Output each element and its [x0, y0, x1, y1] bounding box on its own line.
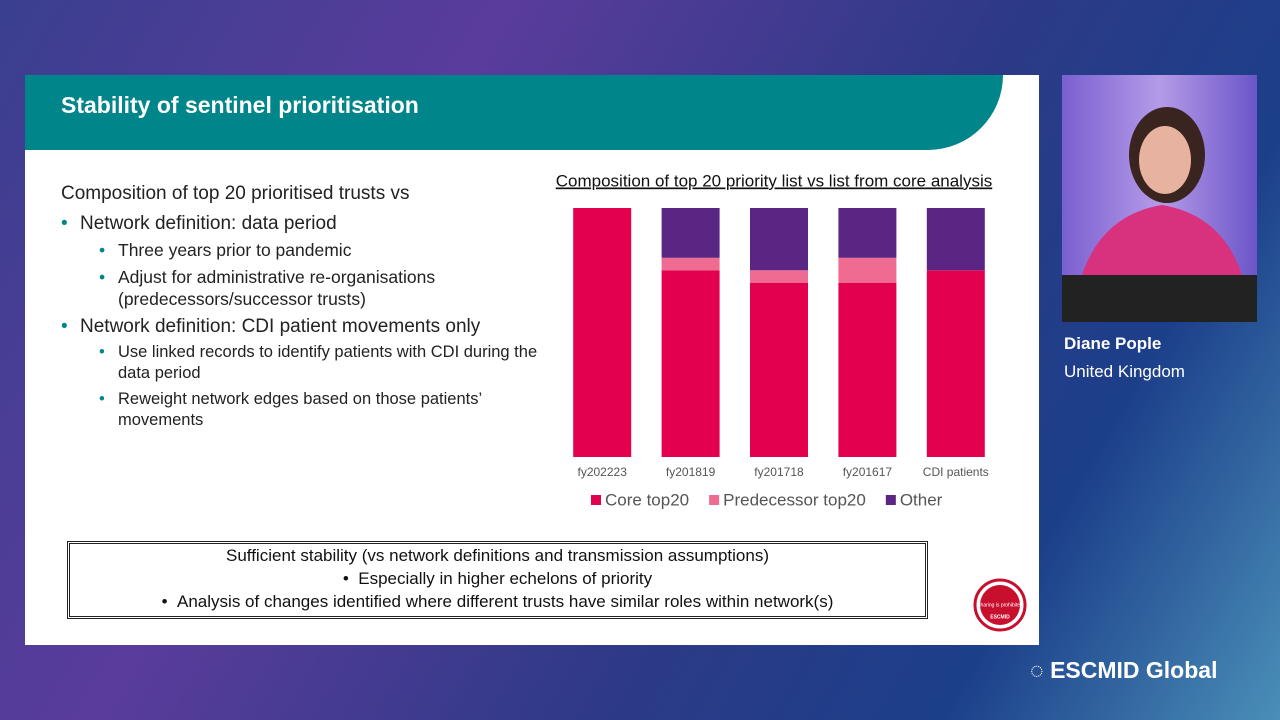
box-line: • Analysis of changes identified where d… — [161, 592, 834, 611]
sub-bullet: Reweight network edges based on those pa… — [99, 389, 548, 431]
legend-label: Core top20 — [605, 490, 689, 509]
sub-bullet: Adjust for administrative re-organisatio… — [99, 266, 548, 310]
box-line: Sufficient stability (vs network definit… — [226, 546, 769, 565]
chart: Composition of top 20 priority list vs l… — [556, 171, 993, 509]
legend-label: Other — [900, 490, 943, 509]
legend-swatch — [709, 495, 720, 505]
speaker-name: Diane Pople — [1064, 334, 1162, 353]
intro: Composition of top 20 prioritised trusts… — [61, 183, 410, 204]
sub-bullet: Use linked records to identify patients … — [99, 342, 548, 384]
x-tick-label: fy201819 — [666, 465, 716, 479]
summary-box: Sufficient stability (vs network definit… — [67, 541, 928, 619]
sub-bullet: Three years prior to pandemic — [99, 239, 548, 261]
bar-segment — [750, 282, 808, 457]
speaker-video — [1062, 75, 1257, 322]
legend-swatch — [591, 495, 601, 505]
box-line-text: Especially in higher echelons of priorit… — [358, 569, 653, 588]
badge-text: ESCMID — [990, 614, 1010, 620]
bullet: Network definition: CDI patient movement… — [61, 316, 551, 338]
bar-segment — [926, 270, 985, 457]
legend-label: Predecessor top20 — [723, 490, 866, 509]
slide-title: Stability of sentinel prioritisation — [61, 92, 419, 118]
x-tick-label: CDI patients — [923, 465, 989, 479]
badge: Sharing is prohibited ESCMID — [973, 578, 1027, 632]
brand-text: ESCMID Global — [1050, 657, 1218, 683]
x-tick-label: fy201617 — [843, 465, 893, 479]
bar-segment — [838, 282, 897, 457]
bar-segment — [661, 270, 720, 457]
bar-segment — [838, 208, 897, 258]
x-tick-label: fy202223 — [578, 465, 628, 479]
bar-segment — [750, 208, 808, 271]
bar-segment — [926, 208, 985, 271]
header-band — [25, 75, 1003, 150]
bullet: Network definition: data period — [61, 213, 551, 235]
bar-segment — [750, 270, 808, 283]
speaker-country: United Kingdom — [1064, 362, 1185, 381]
bar-segment — [573, 208, 632, 457]
brand-logo: ◌ ESCMID Global — [1030, 657, 1218, 683]
badge-text: Sharing is prohibited — [977, 602, 1023, 608]
bullet-list: Composition of top 20 prioritised trusts… — [61, 183, 551, 436]
box-line: • Especially in higher echelons of prior… — [342, 569, 653, 588]
legend-swatch — [885, 495, 896, 505]
x-tick-label: fy201718 — [754, 465, 804, 479]
box-line-text: Analysis of changes identified where dif… — [177, 592, 834, 611]
chart-title: Composition of top 20 priority list vs l… — [556, 171, 993, 190]
bar-segment — [661, 257, 720, 271]
bar-segment — [661, 208, 720, 258]
bar-segment — [838, 257, 897, 283]
